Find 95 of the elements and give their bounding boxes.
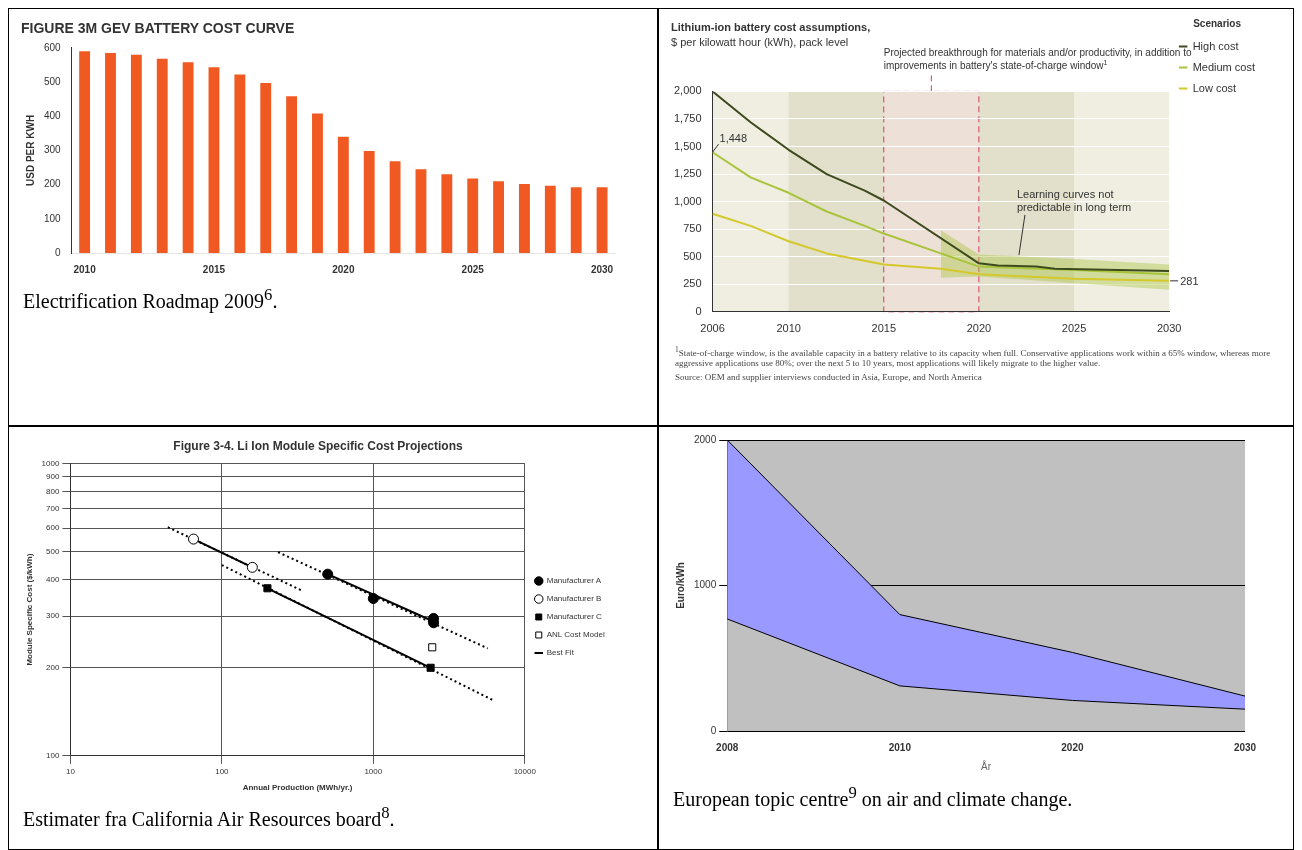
bar (105, 52, 116, 253)
legend-label: Low cost (1192, 81, 1237, 94)
bar (79, 51, 91, 253)
x-axis-title: Annual Production (MWh/yr.) (242, 783, 353, 793)
legend-label: High cost (1192, 39, 1239, 52)
y-tick-label: 0 (55, 246, 62, 258)
y-tick-label: 400 (46, 574, 60, 584)
x-tick-label: 2025 (461, 263, 485, 275)
x-tick-label: 100 (215, 766, 230, 776)
x-tick-label: 2030 (1233, 741, 1257, 753)
y-tick-label: 200 (46, 662, 60, 672)
bar (467, 178, 479, 253)
bar (415, 169, 427, 253)
x-tick-label: 10000 (513, 766, 537, 776)
bar (544, 185, 556, 253)
x-tick-label: 2030 (590, 263, 614, 275)
y-tick-label: 500 (683, 249, 702, 262)
x-tick-label: 2010 (73, 263, 97, 275)
y-tick-label: 0 (695, 304, 702, 317)
y-tick-label: 800 (46, 486, 60, 496)
text: Estimater fra California Air Resources board$^{8}$. (23, 803, 396, 831)
y-axis-title: Module Specific Cost ($/kWh) (25, 553, 34, 666)
y-axis-title: Euro/kWh (674, 562, 686, 609)
x-tick-label: 2010 (888, 741, 912, 753)
annotation: Learning curves not predictable in long term (1016, 187, 1132, 213)
x-tick-label: 2020 (966, 322, 992, 335)
y-tick-label: 1,750 (674, 111, 702, 124)
bar (441, 174, 453, 253)
legend-label: ANL Cost Model (546, 630, 605, 640)
legend-label: Manufacturer A (546, 576, 602, 586)
legend-label: Manufacturer C (546, 612, 603, 622)
y-tick-label: 1000 (41, 458, 60, 468)
x-tick-label: 10 (65, 766, 76, 776)
y-tick-label: 1,250 (674, 167, 702, 180)
chart-title: Figure 3-4. Li Ion Module Specific Cost Projections (173, 438, 464, 453)
x-tick-label: 2020 (1061, 741, 1084, 753)
y-tick-label: 700 (46, 503, 60, 513)
y-tick-label: 1000 (694, 579, 717, 591)
y-axis-title: USD PER KWH (24, 114, 36, 186)
y-tick-label: 100 (46, 751, 60, 760)
annotation: 1,448 (719, 132, 748, 145)
x-tick-label: 2025 (1061, 322, 1087, 335)
bar (519, 183, 530, 253)
legend-label: Best Fit (546, 648, 575, 658)
legend-label: Manufacturer B (546, 594, 602, 604)
y-tick-label: 100 (44, 212, 62, 224)
annotation: 281 (1180, 274, 1199, 287)
y-tick-label: 600 (46, 523, 60, 533)
y-tick-label: 600 (44, 41, 62, 53)
chart-title: FIGURE 3M GEV BATTERY COST CURVE (21, 20, 295, 37)
y-tick-label: 750 (683, 222, 702, 235)
text: $^{1}$State-of-charge window, is the available capacity in a battery relative to its capacity when full. Conservative applications work within a 65% window, whereas more aggressive applications use 80%; over the next 5 to 10 years, most applications will likely migrate to the higher value. (675, 345, 1272, 369)
legend-label: Medium cost (1192, 60, 1256, 73)
bar (234, 74, 246, 253)
bar (363, 151, 375, 253)
bar (493, 181, 505, 253)
chart-title: Lithium-ion battery cost assumptions, (671, 20, 871, 33)
x-tick-label: 2015 (202, 263, 226, 275)
y-tick-label: 0 (710, 724, 717, 736)
bar (570, 187, 582, 253)
x-axis-title: År (981, 759, 992, 772)
bar (130, 54, 142, 253)
bar (182, 62, 194, 253)
y-tick-label: 2,000 (674, 84, 702, 97)
x-tick-label: 2030 (1156, 322, 1182, 335)
y-tick-label: 1,500 (674, 139, 702, 152)
bar (337, 136, 349, 253)
y-tick-label: 200 (44, 178, 62, 190)
bar (260, 83, 272, 253)
x-tick-label: 2010 (776, 322, 801, 335)
x-tick-label: 2006 (700, 322, 725, 335)
x-tick-label: 2008 (716, 741, 739, 753)
bar (596, 187, 608, 253)
x-tick-label: 2020 (332, 263, 355, 275)
chart-subtitle: $ per kilowatt hour (kWh), pack level (671, 35, 849, 48)
legend-title: Scenarios (1193, 17, 1242, 29)
bar (156, 58, 168, 253)
y-tick-label: 900 (46, 471, 60, 481)
bar (208, 67, 220, 253)
text: European topic centre$^{9}$ on air and climate change. (673, 783, 1074, 811)
y-tick-label: 300 (46, 611, 60, 621)
y-tick-label: 500 (44, 75, 62, 87)
x-tick-label: 1000 (364, 766, 383, 776)
y-tick-label: 500 (46, 546, 60, 556)
x-tick-label: 2015 (871, 322, 896, 335)
y-tick-label: 300 (44, 144, 62, 156)
y-tick-label: 2000 (694, 433, 717, 445)
bar (389, 161, 401, 253)
source-note: Source: OEM and supplier interviews conducted in Asia, Europe, and North America (675, 371, 983, 383)
y-tick-label: 400 (44, 109, 62, 121)
text: Electrification Roadmap 2009$^{6}$. (23, 285, 279, 313)
y-tick-label: 250 (683, 277, 702, 290)
bar (312, 113, 323, 253)
bar (286, 96, 298, 253)
y-tick-label: 1,000 (674, 194, 702, 207)
